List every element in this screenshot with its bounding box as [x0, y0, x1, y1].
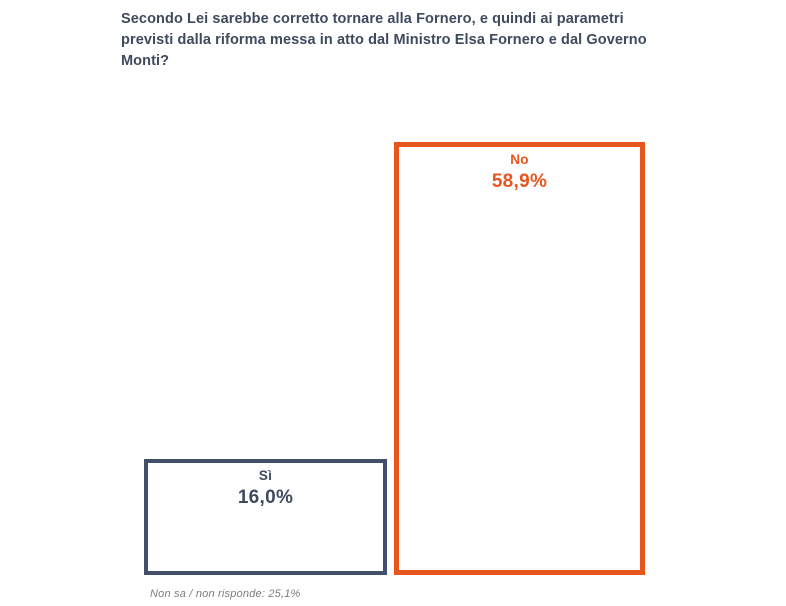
bar-no-value-label: 58,9% — [491, 170, 548, 192]
bar-si: Sì 16,0% — [144, 459, 387, 575]
chart-footnote: Non sa / non risponde: 25,1% — [150, 588, 301, 600]
bar-no-labels: No 58,9% — [399, 153, 640, 191]
bar-no: No 58,9% — [394, 142, 645, 575]
bar-no-category-label: No — [510, 152, 529, 167]
bar-si-category-label: Sì — [258, 468, 273, 483]
chart-title: Secondo Lei sarebbe corretto tornare all… — [121, 11, 647, 69]
bar-si-value-label: 16,0% — [237, 486, 294, 508]
bar-si-labels: Sì 16,0% — [148, 469, 383, 507]
